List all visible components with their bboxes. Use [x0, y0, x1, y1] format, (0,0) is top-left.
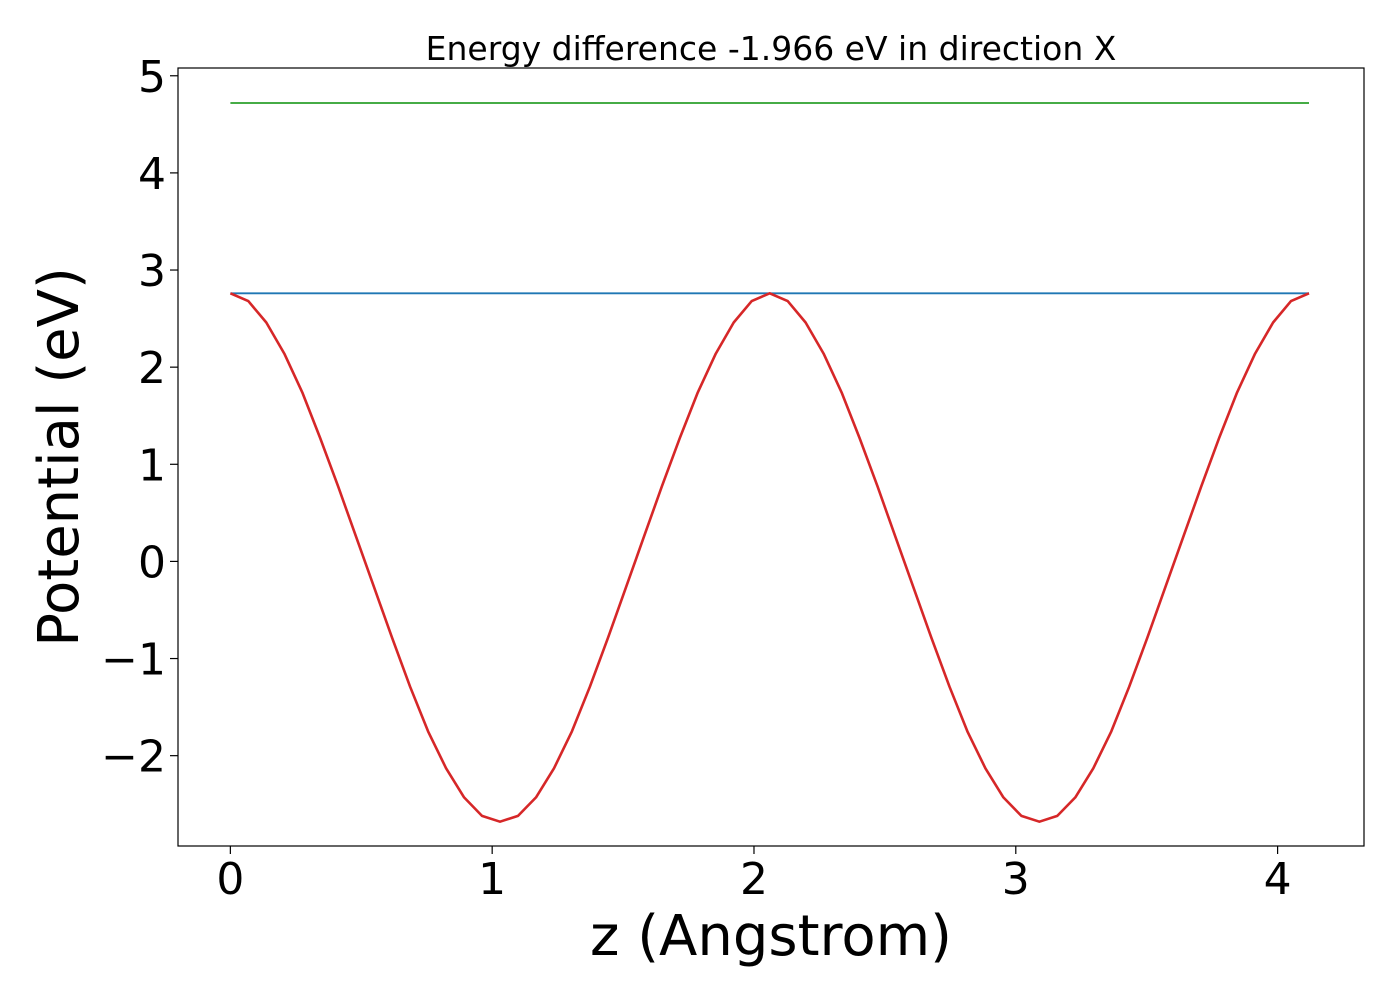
y-tick-label: −2 — [101, 732, 166, 783]
y-tick-label: 4 — [138, 149, 166, 200]
y-tick-label: −1 — [101, 635, 166, 686]
y-tick-label: 5 — [138, 52, 166, 103]
x-axis-title: z (Angstrom) — [590, 904, 952, 969]
x-axis-ticks: 0 1 2 3 4 — [216, 846, 1292, 905]
chart-title: Energy difference -1.966 eV in direction… — [426, 29, 1117, 68]
series-layer — [229, 102, 1310, 824]
x-tick-label: 4 — [1264, 854, 1292, 905]
y-axis-ticks: −2 −1 0 1 2 3 4 5 — [101, 52, 178, 783]
x-tick-label: 2 — [740, 854, 768, 905]
plot-frame — [177, 67, 1365, 847]
y-tick-label: 1 — [138, 440, 166, 491]
y-tick-label: 2 — [138, 343, 166, 394]
series-line-2 — [229, 291, 1310, 824]
x-tick-label: 1 — [478, 854, 506, 905]
y-axis-title: Potential (eV) — [27, 267, 92, 647]
y-tick-label: 0 — [138, 537, 166, 588]
x-tick-label: 0 — [216, 854, 244, 905]
x-tick-label: 3 — [1002, 854, 1030, 905]
y-tick-label: 3 — [138, 246, 166, 297]
